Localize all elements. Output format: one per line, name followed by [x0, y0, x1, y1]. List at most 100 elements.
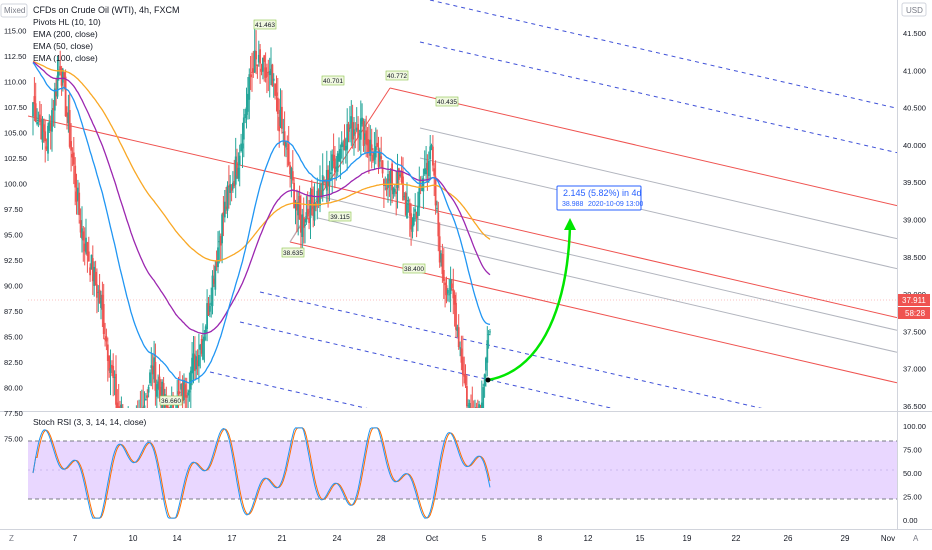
ema100-line[interactable]	[32, 61, 491, 335]
candle-body	[418, 188, 421, 208]
candle-body	[260, 68, 263, 72]
left-axis-tick: 85.00	[4, 333, 23, 342]
pivot-label: 38.635	[283, 250, 303, 257]
candle-body	[438, 236, 441, 263]
candle-body	[339, 149, 342, 162]
stoch-axis-tick: 0.00	[903, 516, 918, 525]
channel-line[interactable]	[239, 321, 897, 474]
candle-body	[98, 289, 101, 304]
candle-body	[200, 338, 203, 354]
candle-body	[433, 168, 436, 176]
candle-body	[56, 75, 59, 97]
candle-body	[241, 143, 244, 149]
candle-body	[252, 68, 255, 73]
candle-body	[116, 402, 119, 408]
candle-body	[440, 253, 442, 259]
candle-body	[457, 327, 460, 347]
candle-body	[94, 271, 97, 285]
candle-body	[121, 407, 124, 408]
indicator-ema200[interactable]: EMA (200, close)	[33, 29, 98, 39]
candle-body	[37, 120, 40, 121]
symbol-title[interactable]: CFDs on Crude Oil (WTI), 4h, FXCM	[33, 5, 180, 15]
indicator-pivots[interactable]: Pivots HL (10, 10)	[33, 17, 101, 27]
time-axis-tick: 14	[173, 534, 182, 543]
indicator-ema50[interactable]: EMA (50, close)	[33, 41, 93, 51]
channel-line[interactable]	[389, 87, 897, 207]
candle-body	[305, 212, 308, 223]
candle-body	[335, 166, 338, 170]
candle-body	[332, 154, 335, 161]
candle-body	[175, 416, 177, 419]
stoch-k-line[interactable]	[32, 427, 491, 519]
candle-body	[276, 97, 279, 114]
candle-body	[449, 279, 452, 294]
measure-box[interactable]	[556, 185, 642, 211]
projection-start-point[interactable]	[485, 377, 491, 383]
candle-body	[45, 146, 48, 150]
left-axis-tick: 92.50	[4, 256, 23, 265]
stoch-d-line[interactable]	[32, 427, 491, 519]
candle-body	[338, 157, 340, 159]
candle-body	[300, 215, 302, 233]
channel-line[interactable]	[419, 41, 897, 154]
candle-body	[33, 96, 36, 105]
candle-body	[455, 302, 457, 330]
candle-body	[174, 418, 176, 423]
time-axis-tick: 24	[333, 534, 342, 543]
channel-line[interactable]	[429, 0, 897, 109]
auto-scale-icon[interactable]: A	[913, 534, 919, 543]
candle-body	[184, 384, 187, 398]
candle-body	[353, 129, 355, 136]
currency-badge[interactable]	[901, 2, 927, 17]
candle-body	[489, 331, 491, 333]
channel-line[interactable]	[419, 157, 897, 270]
stoch-title[interactable]: Stoch RSI (3, 3, 14, 14, close)	[33, 417, 147, 427]
channel-line[interactable]	[317, 217, 897, 353]
time-axis-tick: 26	[784, 534, 793, 543]
left-axis-tick: 97.50	[4, 205, 23, 214]
right-axis-tick: 41.500	[903, 29, 926, 38]
candle-body	[427, 161, 430, 176]
channel-line[interactable]	[317, 195, 897, 331]
candle-body	[389, 169, 392, 186]
ema200-line[interactable]	[32, 60, 491, 262]
candle-body	[211, 275, 214, 307]
candle-body	[230, 187, 233, 191]
candle-body	[423, 168, 426, 174]
candle-body	[370, 144, 373, 150]
candle-body	[359, 118, 362, 140]
indicator-ema100[interactable]: EMA (100, close)	[33, 53, 98, 63]
projection-arrow[interactable]	[487, 224, 572, 382]
candle-body	[32, 102, 34, 117]
ema50-line[interactable]	[32, 62, 491, 384]
candle-body	[155, 384, 158, 397]
pivot-label-box	[281, 247, 305, 258]
candle-body	[287, 143, 290, 165]
channel-line[interactable]	[259, 291, 897, 440]
candle-body	[259, 49, 261, 64]
stoch-axis-tick: 75.00	[903, 446, 922, 455]
channel-line[interactable]	[419, 127, 897, 240]
candle-body	[477, 414, 479, 423]
candle-body	[402, 176, 404, 201]
candle-body	[236, 162, 238, 176]
time-axis-tick: Nov	[881, 534, 895, 543]
candle-body	[249, 74, 252, 78]
candle-body	[441, 254, 444, 274]
candle-body	[96, 284, 98, 298]
candle-body	[57, 69, 60, 76]
candle-body	[55, 91, 57, 97]
candle-body	[100, 298, 102, 308]
timezone-icon[interactable]: Z	[9, 534, 14, 543]
channel-line[interactable]	[289, 241, 897, 384]
candle-body	[327, 169, 329, 187]
candle-body	[281, 106, 283, 129]
candle-body	[355, 127, 358, 131]
candle-body	[471, 409, 473, 421]
time-axis-tick: 8	[538, 534, 543, 543]
time-axis-tick: 21	[278, 534, 287, 543]
candle-body	[486, 340, 489, 363]
scale-mode-box[interactable]	[0, 3, 28, 18]
candle-body	[415, 212, 418, 219]
